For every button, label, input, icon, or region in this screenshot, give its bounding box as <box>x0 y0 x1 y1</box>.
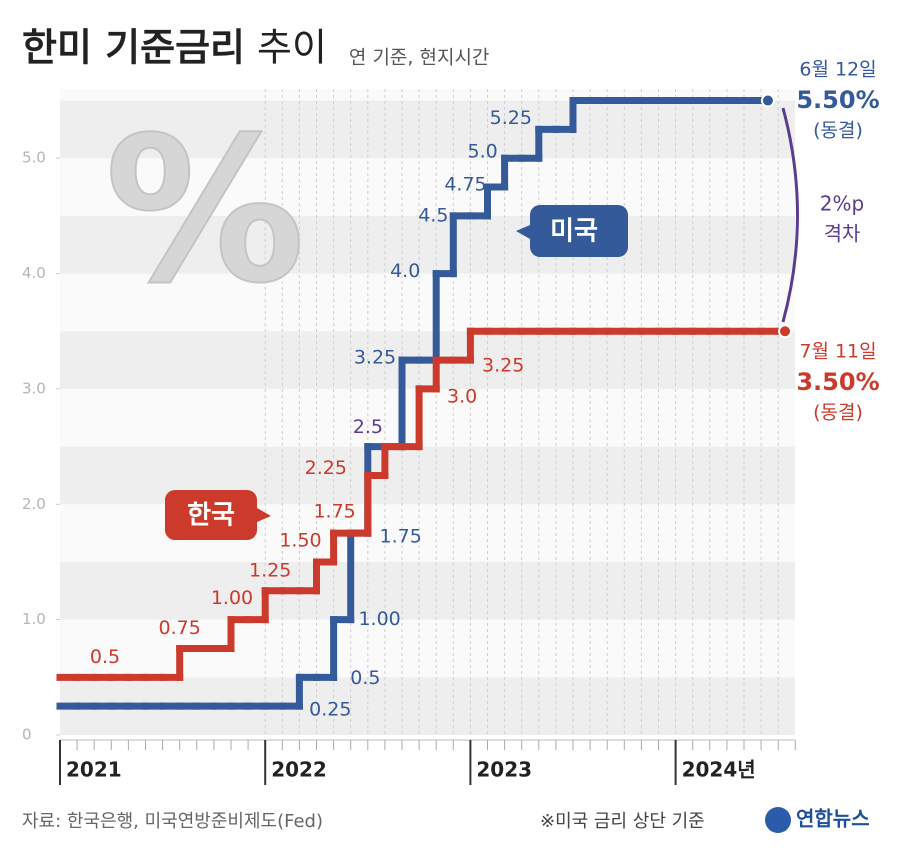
legend-label: 한국 <box>187 501 235 531</box>
value-label: 3.25 <box>482 355 524 377</box>
value-label: 0.5 <box>350 667 380 689</box>
y-tick-label: 1.0 <box>22 610 46 628</box>
y-tick-label: 4.0 <box>22 264 46 282</box>
value-label: 0.75 <box>159 617 201 639</box>
end-status: (동결) <box>813 120 863 142</box>
grid-band <box>60 561 795 620</box>
gap-value: 2%p <box>820 192 864 216</box>
end-dot <box>760 93 775 108</box>
grid-band <box>60 89 795 101</box>
chart-title: 한미 기준금리 <box>22 26 245 70</box>
gap-bracket <box>781 107 799 323</box>
value-label: 4.75 <box>444 174 486 196</box>
legend-label: 미국 <box>550 217 598 247</box>
value-label: 3.25 <box>354 347 396 369</box>
grid-band <box>60 100 795 159</box>
value-label: 1.50 <box>279 529 321 551</box>
value-label: 0.5 <box>90 646 120 668</box>
note: ※미국 금리 상단 기준 <box>540 811 705 832</box>
end-date: 6월 12일 <box>799 59 876 81</box>
y-tick-label: 3.0 <box>22 379 46 397</box>
y-tick-label: 0 <box>22 726 32 744</box>
value-label: 1.00 <box>358 608 400 630</box>
end-date: 7월 11일 <box>799 341 876 363</box>
end-dot <box>778 324 793 339</box>
logo-icon <box>765 807 791 833</box>
x-tick-label: 2021 <box>66 758 122 782</box>
value-label: 1.25 <box>249 559 291 581</box>
value-label: 1.75 <box>380 526 422 548</box>
grid-band <box>60 388 795 447</box>
logo: 연합뉴스 <box>796 807 870 831</box>
value-label: 0.25 <box>309 699 351 721</box>
series-1 <box>56 324 793 681</box>
end-rate: 5.50% <box>796 86 879 114</box>
chart-title-light: 추이 <box>257 26 327 70</box>
decoration: % <box>105 95 305 328</box>
value-label: 3.0 <box>447 385 477 407</box>
x-tick-label: 2024년 <box>682 758 756 782</box>
value-label: 1.75 <box>313 501 355 523</box>
value-label: 2.5 <box>353 416 383 438</box>
y-tick-label: 2.0 <box>22 495 46 513</box>
grid-band <box>60 273 795 332</box>
end-rate: 3.50% <box>796 368 879 396</box>
value-label: 4.5 <box>418 204 448 226</box>
value-label: 2.25 <box>305 457 347 479</box>
value-label: 5.0 <box>467 141 497 163</box>
grid-band <box>60 215 795 274</box>
subtitle: 연 기준, 현지시간 <box>349 47 489 69</box>
value-label: 1.00 <box>211 587 253 609</box>
source: 자료: 한국은행, 미국연방준비제도(Fed) <box>22 811 323 832</box>
gap-label: 격차 <box>824 222 861 246</box>
legend-bubble <box>165 490 271 540</box>
value-label: 4.0 <box>390 260 420 282</box>
value-label: 5.25 <box>490 107 532 129</box>
grid-band <box>60 158 795 216</box>
y-tick-label: 5.0 <box>22 149 46 167</box>
x-tick-label: 2022 <box>271 758 327 782</box>
end-status: (동결) <box>813 402 863 424</box>
x-tick-label: 2023 <box>476 758 532 782</box>
legend-bubble <box>516 205 628 257</box>
